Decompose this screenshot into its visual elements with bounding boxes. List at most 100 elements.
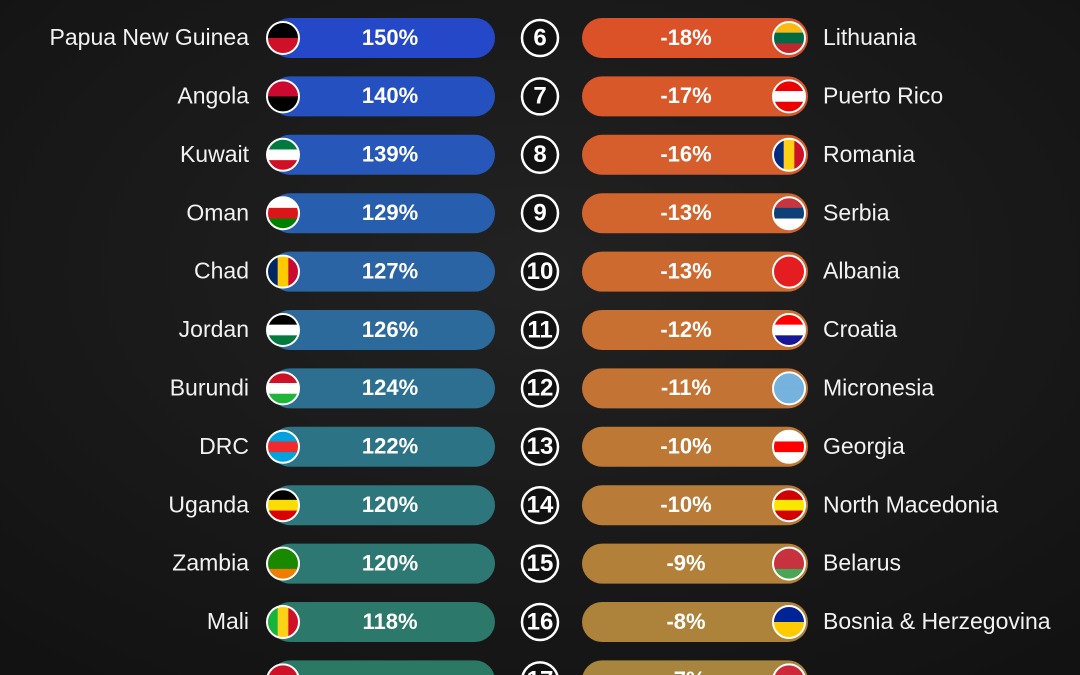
right-bar xyxy=(582,543,808,584)
right-country: Lithuania xyxy=(823,24,917,50)
rank-circle xyxy=(520,427,560,467)
flag xyxy=(772,21,806,55)
flag-body xyxy=(773,138,805,171)
rank: 8 xyxy=(533,141,546,168)
rank-circle xyxy=(520,77,560,116)
flag-stripe xyxy=(267,149,299,161)
left-bar xyxy=(270,660,495,675)
flag-body xyxy=(267,606,299,638)
flag-ring xyxy=(772,21,806,55)
flag xyxy=(266,137,300,172)
rank-circle xyxy=(520,544,560,583)
flag-stripe xyxy=(267,393,299,405)
flag-ring xyxy=(266,21,300,55)
left-country: Burundi xyxy=(170,374,249,400)
flag xyxy=(772,546,806,581)
flag xyxy=(266,371,300,406)
flag-body xyxy=(773,547,805,580)
flag-stripe xyxy=(267,324,299,336)
left-value: 140% xyxy=(362,83,418,108)
right-value: -9% xyxy=(666,550,705,575)
right-bar xyxy=(582,426,808,467)
flag-ring xyxy=(266,663,300,675)
left-value: 129% xyxy=(362,200,418,225)
flag xyxy=(772,663,806,675)
flag-ring xyxy=(266,605,300,639)
left-bar xyxy=(270,251,495,292)
left-country: DRC xyxy=(199,433,249,459)
flag-stripe xyxy=(773,22,805,34)
left-bar xyxy=(270,310,495,350)
rank-circle xyxy=(520,252,560,291)
flag-stripe xyxy=(277,606,289,638)
rank: 14 xyxy=(527,492,554,519)
flag-stripe xyxy=(267,441,299,453)
right-country: Romania xyxy=(823,141,915,167)
left-bar xyxy=(270,368,495,409)
left-country: Kuwait xyxy=(180,141,250,167)
rank: 15 xyxy=(527,550,554,577)
left-bar xyxy=(270,426,495,467)
flag-stripe xyxy=(773,547,805,559)
flag-stripe xyxy=(773,101,805,113)
flag-ring xyxy=(772,663,806,675)
flag-stripe xyxy=(267,452,299,463)
right-bar xyxy=(582,310,808,350)
flag-ring xyxy=(772,546,806,581)
flag-stripe xyxy=(773,606,805,623)
flag xyxy=(772,79,806,114)
flag-ring xyxy=(266,79,300,114)
rank-circle xyxy=(521,661,559,675)
flag xyxy=(772,605,806,639)
flag xyxy=(772,488,806,523)
rank-circle xyxy=(520,369,560,408)
flag-stripe xyxy=(773,510,805,522)
right-country: Albania xyxy=(823,258,900,284)
flag-ring xyxy=(772,137,806,172)
flag xyxy=(266,196,300,231)
flag-stripe xyxy=(773,32,805,44)
flag xyxy=(266,429,300,464)
right-value: -10% xyxy=(660,434,711,459)
flag-stripe xyxy=(773,335,805,346)
flag-body xyxy=(773,255,805,288)
left-bar xyxy=(270,193,495,234)
flag xyxy=(772,429,806,464)
flag-body xyxy=(773,372,805,405)
rank: 12 xyxy=(527,375,554,402)
flag-stripe xyxy=(267,218,299,230)
left-country: Oman xyxy=(186,199,249,225)
left-country: Papua New Guinea xyxy=(50,24,250,50)
flag-stripe xyxy=(773,80,805,92)
flag-stripe xyxy=(267,38,299,54)
left-country: Uganda xyxy=(168,491,249,517)
rank: 13 xyxy=(527,433,554,460)
right-value: -11% xyxy=(661,375,711,400)
left-value: 118% xyxy=(362,609,417,634)
left-country: Mali xyxy=(207,608,249,634)
flag-stripe xyxy=(794,138,805,171)
right-country: Serbia xyxy=(823,199,890,225)
flag-stripe xyxy=(267,372,299,384)
flag xyxy=(266,605,300,639)
flag-ring xyxy=(266,488,300,523)
flag-ring xyxy=(266,371,300,406)
rank: 17 xyxy=(527,667,554,675)
flag-ring xyxy=(266,196,300,231)
flag-stripe xyxy=(773,138,785,171)
right-value: -18% xyxy=(660,25,711,50)
right-country: Micronesia xyxy=(823,374,934,400)
flag-body xyxy=(267,489,299,522)
right-country: Bosnia & Herzegovina xyxy=(823,608,1051,634)
left-bar xyxy=(270,134,495,175)
flag xyxy=(266,663,300,675)
flag-ring xyxy=(266,137,300,172)
rank-circle xyxy=(520,485,560,525)
flag-stripe xyxy=(773,255,805,273)
right-value: -13% xyxy=(660,258,711,283)
flag-body xyxy=(267,372,299,405)
right-bar xyxy=(582,251,808,292)
right-country: Croatia xyxy=(823,316,897,342)
flag-stripe xyxy=(773,91,805,103)
